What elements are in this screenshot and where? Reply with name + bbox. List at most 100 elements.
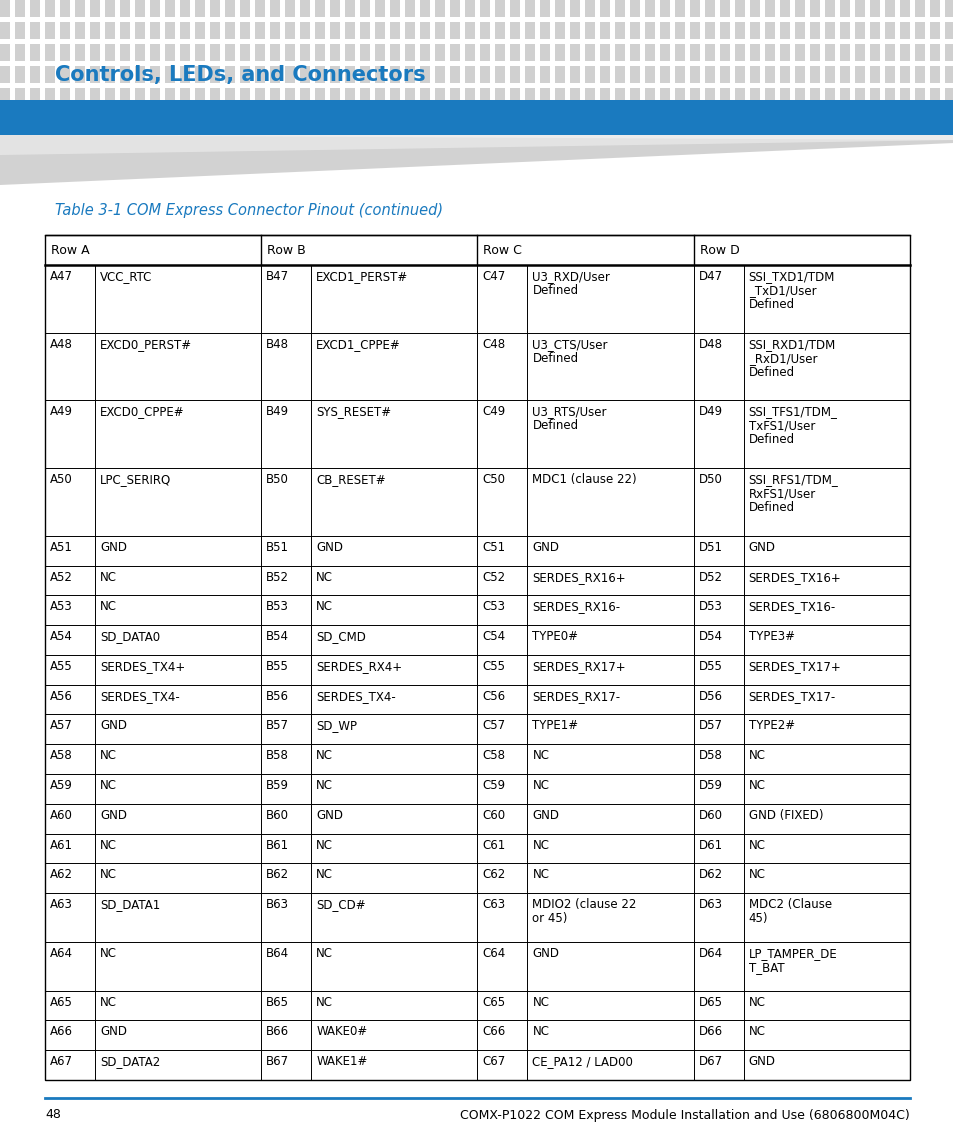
Text: NC: NC (100, 947, 117, 960)
Text: Row B: Row B (267, 244, 306, 256)
Bar (45, 88, 55, 105)
Bar (285, 88, 294, 105)
Bar (405, 88, 415, 105)
Bar (899, 110, 909, 127)
Bar (780, 44, 789, 61)
Bar (869, 0, 879, 17)
Bar (240, 22, 250, 39)
Text: NC: NC (315, 749, 333, 763)
Bar (555, 0, 564, 17)
Bar (914, 66, 924, 82)
Text: A49: A49 (50, 405, 73, 418)
Bar (0, 0, 10, 17)
Text: Defined: Defined (748, 502, 794, 514)
Bar (285, 110, 294, 127)
Bar (450, 0, 459, 17)
Text: GND: GND (315, 540, 343, 554)
Text: SD_CMD: SD_CMD (315, 630, 366, 643)
Text: U3_RXD/User: U3_RXD/User (532, 270, 610, 283)
Bar (869, 44, 879, 61)
Bar (734, 66, 744, 82)
Text: B56: B56 (266, 689, 289, 703)
Text: A67: A67 (50, 1056, 73, 1068)
Bar (689, 88, 700, 105)
Bar (254, 44, 265, 61)
Bar (135, 0, 145, 17)
Bar (944, 22, 953, 39)
Bar (869, 110, 879, 127)
Text: B50: B50 (266, 473, 289, 487)
Bar (194, 22, 205, 39)
Bar (419, 110, 430, 127)
Bar (555, 22, 564, 39)
Bar (345, 110, 355, 127)
Bar (375, 44, 385, 61)
Bar (689, 22, 700, 39)
Text: A54: A54 (50, 630, 72, 643)
Text: NC: NC (100, 600, 117, 614)
Bar (809, 0, 820, 17)
Bar (720, 66, 729, 82)
Bar (629, 110, 639, 127)
Bar (914, 110, 924, 127)
Bar (450, 22, 459, 39)
Text: B67: B67 (266, 1056, 289, 1068)
Text: D54: D54 (698, 630, 722, 643)
Text: C57: C57 (482, 719, 505, 733)
Text: NC: NC (100, 779, 117, 792)
Bar (405, 110, 415, 127)
Bar (0, 100, 953, 135)
Bar (780, 110, 789, 127)
Bar (869, 22, 879, 39)
Bar (270, 22, 280, 39)
Bar (299, 110, 310, 127)
Bar (809, 88, 820, 105)
Bar (314, 0, 325, 17)
Text: 45): 45) (748, 913, 767, 925)
Bar (464, 22, 475, 39)
Bar (270, 0, 280, 17)
Text: C49: C49 (482, 405, 505, 418)
Bar (254, 22, 265, 39)
Text: GND: GND (748, 1056, 775, 1068)
Bar (675, 88, 684, 105)
Bar (75, 110, 85, 127)
Bar (464, 110, 475, 127)
Text: D53: D53 (698, 600, 721, 614)
Text: NC: NC (532, 838, 549, 852)
Bar (569, 88, 579, 105)
Text: GND: GND (100, 540, 127, 554)
Text: Table 3-1 COM Express Connector Pinout (continued): Table 3-1 COM Express Connector Pinout (… (55, 203, 442, 218)
Bar (210, 44, 220, 61)
Bar (210, 88, 220, 105)
Text: NC: NC (748, 749, 765, 763)
Bar (899, 66, 909, 82)
Bar (944, 110, 953, 127)
Bar (0, 88, 10, 105)
Bar (584, 22, 595, 39)
Bar (60, 44, 70, 61)
Text: B61: B61 (266, 838, 289, 852)
Bar (539, 22, 550, 39)
Bar (0, 110, 10, 127)
Bar (419, 44, 430, 61)
Bar (599, 110, 609, 127)
Text: NC: NC (100, 570, 117, 584)
Bar (285, 44, 294, 61)
Bar (405, 44, 415, 61)
Bar (929, 44, 939, 61)
Text: D52: D52 (698, 570, 722, 584)
Bar (105, 44, 115, 61)
Bar (270, 88, 280, 105)
Bar (225, 110, 234, 127)
Bar (510, 22, 519, 39)
Text: SSI_TFS1/TDM_: SSI_TFS1/TDM_ (748, 405, 837, 418)
Text: _TxD1/User: _TxD1/User (748, 284, 816, 297)
Bar (210, 66, 220, 82)
Text: Row D: Row D (699, 244, 739, 256)
Bar (435, 44, 444, 61)
Bar (314, 88, 325, 105)
Bar (210, 110, 220, 127)
Text: Row C: Row C (483, 244, 522, 256)
Text: C48: C48 (482, 338, 505, 350)
